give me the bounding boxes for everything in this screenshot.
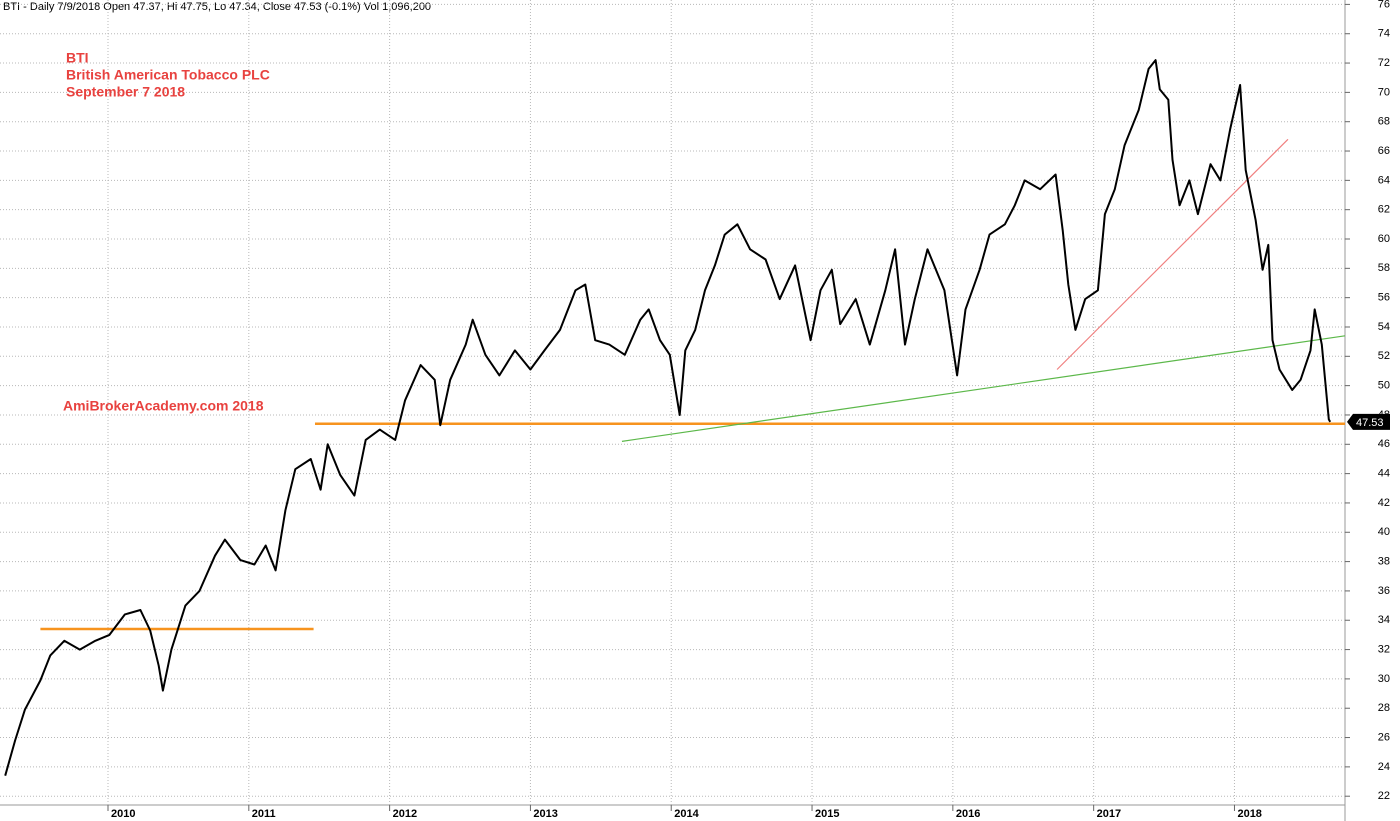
- trend-line: [621, 335, 1346, 442]
- y-tick-label: 76: [1378, 0, 1390, 10]
- x-tick-label: 2013: [533, 808, 557, 820]
- x-tick-label: 2014: [674, 808, 699, 820]
- y-tick-label: 46: [1378, 438, 1390, 450]
- y-tick-label: 68: [1378, 116, 1390, 128]
- y-tick-label: 24: [1378, 761, 1390, 773]
- x-tick-label: 2015: [815, 808, 839, 820]
- trend-line: [1056, 138, 1289, 370]
- y-tick-label: 56: [1378, 292, 1390, 304]
- y-tick-label: 62: [1378, 204, 1390, 216]
- y-tick-label: 50: [1378, 380, 1390, 392]
- y-tick-label: 58: [1378, 262, 1390, 274]
- y-tick-label: 44: [1378, 468, 1390, 480]
- annotation: BTI: [66, 50, 89, 66]
- y-tick-label: 40: [1378, 526, 1390, 538]
- y-tick-label: 38: [1378, 556, 1390, 568]
- y-tick-label: 60: [1378, 233, 1390, 245]
- y-tick-label: 54: [1378, 321, 1390, 333]
- y-tick-label: 52: [1378, 350, 1390, 362]
- x-tick-label: 2018: [1237, 808, 1261, 820]
- y-tick-label: 42: [1378, 497, 1390, 509]
- y-tick-label: 70: [1378, 86, 1390, 98]
- price-tag: [1347, 413, 1390, 430]
- y-tick-label: 74: [1378, 28, 1390, 40]
- y-tick-label: 66: [1378, 145, 1390, 157]
- annotation: British American Tobacco PLC: [66, 67, 270, 83]
- y-tick-label: 26: [1378, 731, 1390, 743]
- annotation: September 7 2018: [66, 84, 185, 100]
- y-tick-label: 30: [1378, 673, 1390, 685]
- y-tick-label: 72: [1378, 57, 1390, 69]
- x-tick-label: 2017: [1097, 808, 1121, 820]
- annotation: AmiBrokerAcademy.com 2018: [63, 398, 264, 414]
- y-tick-label: 64: [1378, 174, 1390, 186]
- x-tick-label: 2010: [111, 808, 135, 820]
- y-tick-label: 36: [1378, 585, 1390, 597]
- chart-title: BTI - Daily 7/9/2018 Open 47.37, Hi 47.7…: [3, 1, 431, 13]
- x-tick-label: 2016: [956, 808, 980, 820]
- x-tick-label: 2011: [252, 808, 276, 820]
- x-tick-label: 2012: [393, 808, 417, 820]
- y-tick-label: 32: [1378, 643, 1390, 655]
- y-tick-label: 34: [1378, 614, 1390, 626]
- price-tag-label: 47.53: [1356, 417, 1384, 429]
- price-line: [4, 59, 1332, 776]
- y-tick-label: 28: [1378, 702, 1390, 714]
- y-tick-label: 22: [1378, 790, 1390, 802]
